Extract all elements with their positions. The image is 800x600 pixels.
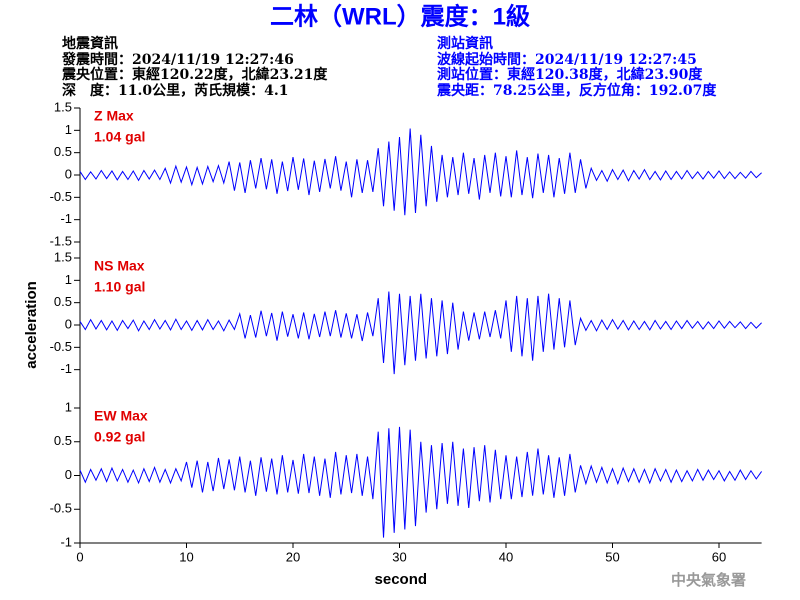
annotation: EW Max	[94, 408, 148, 424]
x-tick-label: 10	[179, 549, 193, 564]
annotation: NS Max	[94, 258, 145, 274]
y-tick-label: -0.5	[50, 339, 72, 354]
y-tick-label: 0	[65, 316, 72, 331]
x-tick-label: 40	[499, 549, 513, 564]
waveform	[79, 426, 763, 538]
x-tick-label: 30	[392, 549, 406, 564]
waveform	[79, 128, 762, 216]
y-tick-label: -0.5	[50, 501, 72, 516]
x-tick-label: 20	[286, 549, 300, 564]
y-tick-label: 0.5	[54, 433, 72, 448]
waveform	[79, 291, 762, 375]
x-tick-label: 50	[605, 549, 619, 564]
y-tick-label: 0.5	[54, 294, 72, 309]
x-tick-label: 0	[76, 549, 83, 564]
y-tick-label: 1	[65, 272, 72, 287]
y-tick-label: 0	[65, 166, 72, 181]
y-tick-label: 0.5	[54, 144, 72, 159]
info-line: 發震時間：2024/11/19 12:27:46	[61, 51, 294, 68]
info-line: 深 度：11.0公里，芮氏規模：4.1	[62, 82, 288, 99]
annotation: 1.04 gal	[94, 129, 145, 145]
footer: 中央氣象署	[671, 571, 746, 589]
annotation: 0.92 gal	[94, 429, 145, 445]
info-line: 測站資訊	[437, 35, 493, 52]
y-tick-label: 0	[65, 467, 72, 482]
info-line: 震央位置：東經120.22度，北緯23.21度	[61, 66, 328, 83]
y-tick-label: 1.5	[54, 249, 72, 264]
y-tick-label: 1	[65, 399, 72, 414]
y-tick-label: 1	[65, 122, 72, 137]
info-line: 測站位置：東經120.38度，北緯23.90度	[437, 66, 703, 83]
annotation: 1.10 gal	[94, 279, 145, 295]
x-axis-label: second	[375, 571, 428, 588]
y-tick-label: -0.5	[50, 189, 72, 204]
y-tick-label: -1.5	[50, 233, 72, 248]
y-axis-label: acceleration	[23, 281, 40, 369]
title: 二林（WRL）震度：1級	[270, 2, 530, 30]
info-line: 震央距：78.25公里，反方位角：192.07度	[436, 82, 717, 99]
info-line: 波線起始時間：2024/11/19 12:27:45	[437, 51, 697, 68]
y-tick-label: 1.5	[54, 99, 72, 114]
annotation: Z Max	[94, 108, 134, 124]
y-tick-label: -1	[60, 361, 72, 376]
info-line: 地震資訊	[62, 35, 118, 52]
y-tick-label: -1	[60, 534, 72, 549]
y-tick-label: -1	[60, 211, 72, 226]
x-tick-label: 60	[712, 549, 726, 564]
